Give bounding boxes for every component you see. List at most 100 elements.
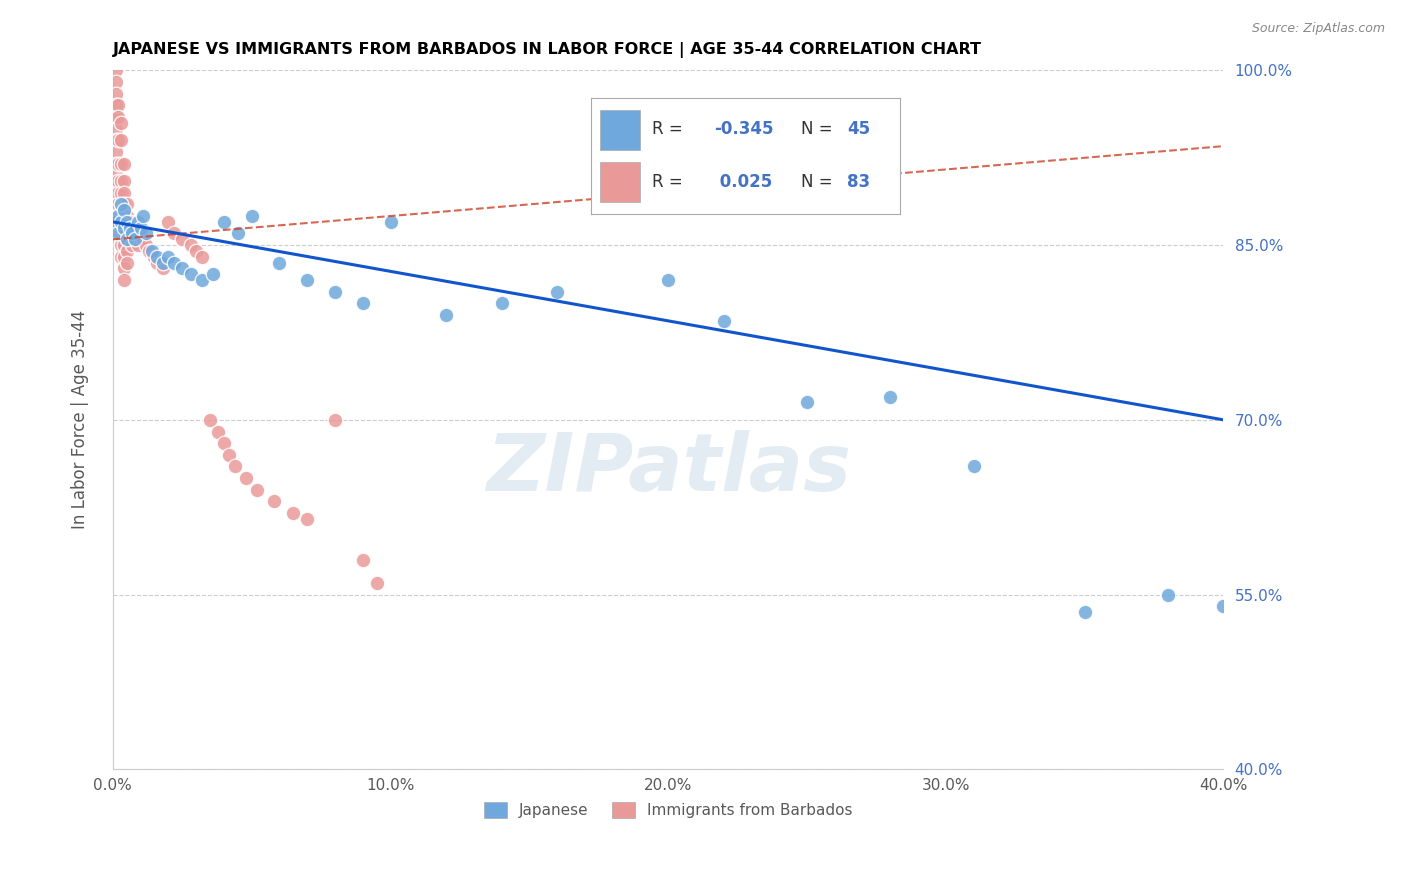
Point (112, 174, 135, 188)
Text: R =: R = (652, 173, 683, 191)
Point (115, 209, 138, 223)
Point (110, 133, 132, 147)
Point (127, 238, 149, 252)
Point (110, 250, 132, 264)
Point (107, 227, 129, 241)
Point (110, 197, 132, 211)
Point (657, 273, 679, 287)
Point (135, 238, 157, 252)
Point (104, 192, 127, 206)
Point (172, 261, 194, 276)
Point (124, 232, 146, 246)
Point (218, 448, 240, 462)
Point (107, 227, 129, 241)
Point (212, 436, 235, 450)
Point (198, 413, 221, 427)
Point (110, 186, 132, 200)
Point (190, 250, 212, 264)
Point (1212, 599, 1234, 614)
Point (121, 227, 143, 241)
Point (212, 215, 235, 229)
Text: ZIPatlas: ZIPatlas (485, 430, 851, 508)
Point (323, 285, 346, 299)
Point (112, 250, 135, 264)
Point (104, 121, 127, 136)
Bar (600, 110, 640, 150)
Point (295, 512, 318, 526)
Point (1073, 605, 1095, 619)
Point (235, 471, 257, 485)
Point (118, 220, 141, 235)
Point (207, 425, 229, 439)
Point (107, 209, 129, 223)
Point (107, 215, 129, 229)
Point (107, 186, 129, 200)
Point (180, 238, 202, 252)
Text: -0.345: -0.345 (714, 120, 773, 138)
Point (127, 215, 149, 229)
Point (118, 215, 141, 229)
Text: 0.025: 0.025 (714, 173, 772, 191)
Point (104, 180, 127, 194)
Text: N =: N = (801, 120, 832, 138)
Point (112, 220, 135, 235)
Bar (600, 162, 640, 202)
Point (295, 273, 318, 287)
Point (110, 116, 132, 130)
Point (283, 506, 305, 520)
Point (112, 156, 135, 170)
Point (115, 197, 138, 211)
Point (107, 209, 129, 223)
Point (602, 156, 624, 170)
Point (115, 232, 138, 246)
Point (112, 209, 135, 223)
Point (157, 250, 180, 264)
Point (713, 314, 735, 328)
Point (129, 220, 152, 235)
Point (104, 133, 127, 147)
Point (121, 227, 143, 241)
Point (112, 197, 135, 211)
Point (186, 244, 208, 258)
Point (104, 156, 127, 170)
Legend: Japanese, Immigrants from Barbados: Japanese, Immigrants from Barbados (478, 797, 859, 824)
Point (107, 110, 129, 124)
Point (110, 209, 132, 223)
Point (366, 576, 388, 591)
Point (323, 413, 346, 427)
Point (110, 156, 132, 170)
Point (434, 308, 457, 322)
Point (224, 459, 246, 474)
Point (146, 250, 169, 264)
Point (190, 273, 212, 287)
Point (115, 232, 138, 246)
Point (107, 197, 129, 211)
Point (352, 296, 374, 310)
Point (115, 255, 138, 269)
Point (112, 261, 135, 276)
Point (107, 156, 129, 170)
Point (104, 203, 127, 218)
Point (107, 98, 129, 112)
Point (104, 215, 127, 229)
Point (135, 227, 157, 241)
Point (138, 244, 160, 258)
Text: JAPANESE VS IMMIGRANTS FROM BARBADOS IN LABOR FORCE | AGE 35-44 CORRELATION CHAR: JAPANESE VS IMMIGRANTS FROM BARBADOS IN … (112, 42, 981, 58)
Y-axis label: In Labor Force | Age 35-44: In Labor Force | Age 35-44 (72, 310, 89, 530)
Point (110, 238, 132, 252)
Point (1157, 588, 1180, 602)
Point (115, 215, 138, 229)
Point (129, 227, 152, 241)
Point (132, 209, 155, 223)
Point (104, 110, 127, 124)
Text: 83: 83 (848, 173, 870, 191)
Point (141, 244, 163, 258)
Point (115, 244, 138, 258)
Point (104, 145, 127, 159)
Point (172, 232, 194, 246)
Point (110, 215, 132, 229)
Point (110, 174, 132, 188)
Point (132, 232, 155, 246)
Point (115, 220, 138, 235)
Point (124, 232, 146, 246)
